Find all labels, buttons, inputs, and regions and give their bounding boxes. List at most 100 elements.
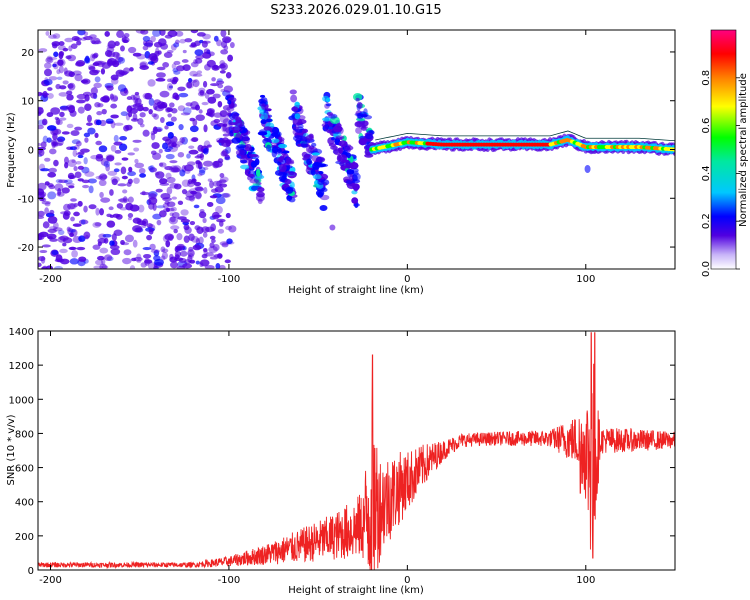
heatmap-cell [120,111,129,117]
heatmap-cell [64,37,74,43]
heatmap-cell [94,222,102,227]
heatmap-cell [203,48,211,54]
heatmap-cell [103,237,109,244]
heatmap-cell [185,102,193,107]
heatmap-cell [149,167,157,173]
heatmap-cell [87,127,96,135]
heatmap-cell [242,135,250,144]
heatmap-cell [121,36,130,43]
heatmap-cell [128,166,133,173]
heatmap-cell [227,54,233,62]
heatmap-cell [226,238,233,245]
heatmap-cell [171,79,178,85]
heatmap-cell [72,223,82,227]
heatmap-cell [120,242,130,246]
heatmap-cell [150,249,160,254]
heatmap-cell [294,113,301,120]
heatmap-cell [118,143,128,152]
heatmap-cell [104,49,113,57]
heatmap-cell [177,151,185,158]
heatmap-cell [69,258,79,265]
heatmap-cell [143,253,152,259]
heatmap-cell [284,178,291,185]
heatmap-cell [142,247,152,251]
heatmap-cell [257,198,263,205]
heatmap-cell [156,72,166,78]
heatmap-cell [185,190,195,198]
heatmap-cell [128,46,137,54]
heatmap-cell [182,107,192,115]
heatmap-cell [99,61,107,65]
heatmap-cell [190,178,196,185]
heatmap-cell [217,228,225,234]
heatmap-cell [166,176,176,184]
heatmap-cell [52,141,59,148]
heatmap-cell [271,132,279,137]
heatmap-cell [145,39,154,48]
heatmap-cell [146,223,153,229]
heatmap-cell [198,87,206,94]
heatmap-cell [116,203,124,209]
heatmap-cell [71,159,76,164]
heatmap-cell [220,30,227,38]
heatmap-cell [54,183,64,192]
heatmap-cell [69,232,74,237]
heatmap-cell [169,216,176,223]
heatmap-cell [94,76,101,83]
heatmap-cell [90,87,98,95]
heatmap-cell [206,201,214,207]
heatmap-cell [278,164,287,172]
heatmap-cell [101,62,111,69]
heatmap-cell [133,147,140,152]
heatmap-cell [44,62,52,69]
heatmap-cell [67,159,77,167]
heatmap-cell [169,165,179,173]
heatmap-cell [164,233,175,241]
heatmap-cell [206,59,216,68]
heatmap-cell [285,186,294,194]
heatmap-cell [46,125,57,131]
heatmap-cell [117,183,127,187]
heatmap-cell [41,200,51,205]
heatmap-cell [38,215,45,220]
heatmap-cell [286,195,292,200]
heatmap-cell [164,200,170,205]
heatmap-cell [49,148,57,155]
heatmap-cell [132,52,142,57]
heatmap-cell [167,113,172,118]
heatmap-cell [158,162,164,167]
heatmap-cell [40,141,47,149]
heatmap-cell [151,142,160,150]
heatmap-cell [70,216,75,222]
heatmap-cell [153,265,159,269]
heatmap-cell [109,240,115,247]
heatmap-cell [213,35,219,42]
heatmap-cell [96,110,103,116]
heatmap-cell [68,185,75,189]
heatmap-cell [210,223,216,232]
heatmap-cell [223,85,234,93]
heatmap-cell [52,61,59,70]
heatmap-cell [98,175,103,181]
heatmap-cell [195,57,203,64]
heatmap-cell [201,226,210,233]
heatmap-cell [361,124,366,128]
heatmap-cell [46,55,53,63]
heatmap-cell [346,168,355,175]
x-tick-label: 0 [404,575,410,586]
heatmap-cell [39,191,47,198]
heatmap-cell [62,80,69,85]
heatmap-cell [163,52,173,59]
heatmap-cell [201,101,209,106]
heatmap-cell [281,150,290,154]
heatmap-cell [83,31,89,37]
heatmap-cell [181,59,189,63]
heatmap-cell [218,264,226,269]
heatmap-cell [129,265,136,269]
heatmap-cell [111,178,118,186]
heatmap-cell [330,145,338,150]
heatmap-cell [134,162,145,169]
heatmap-cell [149,165,155,173]
heatmap-cell [157,103,168,109]
heatmap-cell [250,160,258,168]
